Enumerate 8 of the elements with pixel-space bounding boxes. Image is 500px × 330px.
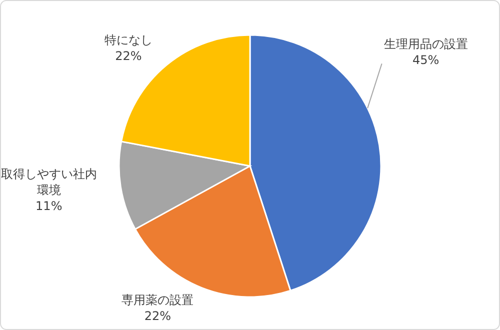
slice-label: 専用薬の設置 xyxy=(122,292,194,308)
slice-label: 特になし xyxy=(104,32,152,48)
data-label: 22% xyxy=(143,308,172,324)
slice-label: 生理用品の設置 xyxy=(384,36,468,52)
slice-label: 取得しやすい社内環境 xyxy=(0,166,98,198)
data-label: 45% xyxy=(411,52,440,68)
data-label: 22% xyxy=(114,48,143,64)
data-label: 11% xyxy=(34,198,64,214)
